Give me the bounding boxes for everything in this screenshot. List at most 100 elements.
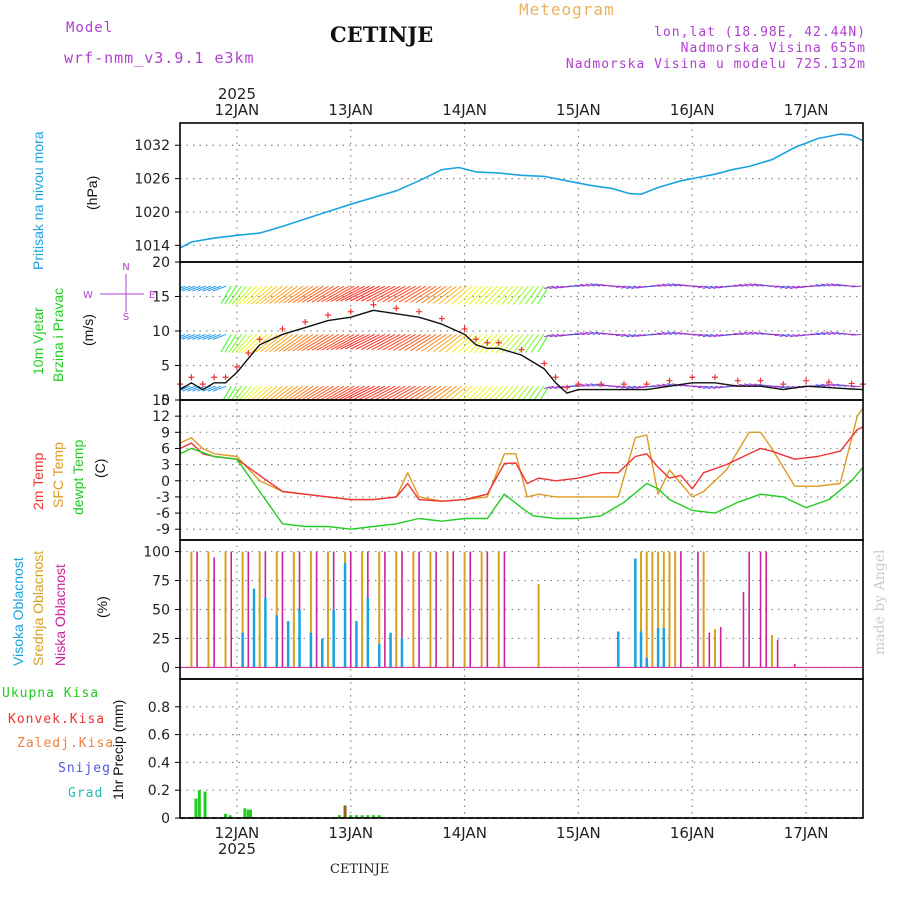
total-rain-bar bbox=[224, 813, 228, 818]
wind-barb bbox=[518, 285, 534, 305]
wind-barb bbox=[264, 334, 288, 353]
top-date-label: 17JAN bbox=[784, 101, 829, 119]
low-cloud-bar bbox=[680, 551, 682, 668]
mid-cloud-bar bbox=[224, 551, 227, 668]
wind-barb bbox=[264, 385, 283, 400]
mid-cloud-bar bbox=[241, 551, 244, 668]
wind-barb bbox=[549, 333, 560, 338]
wind-barb bbox=[415, 285, 442, 304]
gust-marker bbox=[552, 374, 559, 381]
mid-cloud-bar bbox=[190, 551, 193, 668]
wind-barb bbox=[754, 331, 765, 335]
high-cloud-bar bbox=[389, 632, 392, 668]
wind-barb bbox=[212, 333, 227, 340]
gust-marker bbox=[803, 377, 810, 384]
gust-marker bbox=[461, 325, 468, 332]
high-cloud-bar bbox=[662, 628, 666, 668]
wind-barb bbox=[506, 334, 524, 354]
wind-barb bbox=[636, 333, 647, 338]
gust-marker bbox=[518, 346, 525, 353]
wind-barb bbox=[361, 285, 391, 302]
bottom-date-label: 14JAN bbox=[442, 824, 487, 842]
wind-barb bbox=[473, 285, 493, 305]
wind-barb bbox=[230, 385, 242, 400]
wind-barb bbox=[795, 285, 806, 289]
high-cloud-bar bbox=[275, 615, 279, 668]
wind-barb bbox=[259, 334, 283, 353]
wind-barb bbox=[510, 385, 524, 400]
wind-barb bbox=[544, 285, 555, 289]
wind-barb bbox=[733, 284, 744, 287]
top-date-label: 16JAN bbox=[670, 101, 715, 119]
total-rain-bar bbox=[349, 815, 353, 818]
wind-barb bbox=[702, 385, 713, 389]
wind-barb bbox=[779, 385, 790, 389]
wind-barb bbox=[579, 283, 590, 287]
low-cloud-bar bbox=[719, 626, 722, 668]
wind-barb bbox=[432, 285, 457, 304]
low-cloud-bar bbox=[708, 632, 711, 668]
gust-marker bbox=[211, 374, 218, 381]
wind-barb bbox=[387, 285, 416, 303]
wind-barb bbox=[795, 333, 806, 338]
wind-barb bbox=[749, 331, 759, 335]
gust-marker bbox=[780, 381, 787, 388]
temp-sfc-line bbox=[179, 407, 864, 502]
high-cloud-bar bbox=[355, 621, 358, 668]
wind-barb bbox=[463, 334, 483, 354]
bottom-date-label: 12JAN bbox=[215, 824, 260, 842]
wind-barb bbox=[368, 385, 396, 400]
wind-barb bbox=[255, 334, 278, 353]
wind-barb bbox=[524, 334, 539, 353]
wind-barb bbox=[512, 285, 529, 305]
gust-marker bbox=[825, 379, 832, 386]
wind-barb bbox=[499, 385, 514, 400]
wind-ytick-label: 15 bbox=[152, 290, 170, 306]
wind-barb bbox=[656, 284, 667, 287]
wind-barb bbox=[278, 285, 304, 304]
low-cloud-bar bbox=[452, 551, 454, 668]
wind-barb bbox=[246, 385, 263, 400]
wind-barb bbox=[455, 385, 473, 400]
cloud-ytick-label: 25 bbox=[152, 631, 170, 647]
gust-marker bbox=[666, 377, 673, 384]
wind-barb bbox=[398, 285, 427, 303]
wind-barb bbox=[409, 334, 437, 352]
wind-barb bbox=[180, 285, 186, 289]
wind-barb bbox=[784, 285, 795, 290]
wind-barb bbox=[222, 385, 232, 400]
high-cloud-bar bbox=[241, 632, 244, 668]
wind-barb bbox=[820, 283, 831, 287]
low-cloud-bar bbox=[418, 551, 420, 668]
wind-barb bbox=[212, 385, 227, 392]
model-name: wrf-nmm_v3.9.1 e3km bbox=[64, 49, 255, 67]
wind-barb bbox=[301, 285, 329, 303]
wind-barb bbox=[355, 334, 386, 350]
low-cloud-bar bbox=[435, 551, 437, 668]
pressure-ytick-label: 1032 bbox=[134, 138, 170, 154]
gust-marker bbox=[472, 336, 479, 343]
high-cloud-bar bbox=[366, 597, 370, 668]
low-cloud-bar bbox=[230, 551, 233, 668]
wind-barb bbox=[516, 385, 529, 400]
high-cloud-bar bbox=[656, 628, 660, 668]
wind-barb bbox=[784, 333, 795, 338]
wind-barb bbox=[825, 283, 836, 287]
gust-marker bbox=[416, 308, 423, 315]
wind-barb bbox=[549, 385, 560, 390]
wind-barb bbox=[463, 285, 483, 305]
top-date-label: 13JAN bbox=[328, 101, 373, 119]
wind-barb bbox=[522, 385, 534, 400]
precip-ytick-label: 0.8 bbox=[148, 700, 170, 716]
wind-barb bbox=[409, 285, 437, 303]
wind-barb bbox=[554, 385, 565, 389]
gust-marker bbox=[495, 339, 502, 346]
total-rain-bar bbox=[366, 815, 370, 818]
wind-barb bbox=[585, 383, 596, 387]
bottom-date-label: 17JAN bbox=[784, 824, 829, 842]
wind-barb bbox=[180, 333, 186, 337]
wind-barb bbox=[590, 331, 601, 335]
wind-barb bbox=[631, 333, 642, 338]
mid-cloud-bar bbox=[657, 551, 660, 668]
wind-barb bbox=[667, 283, 678, 287]
